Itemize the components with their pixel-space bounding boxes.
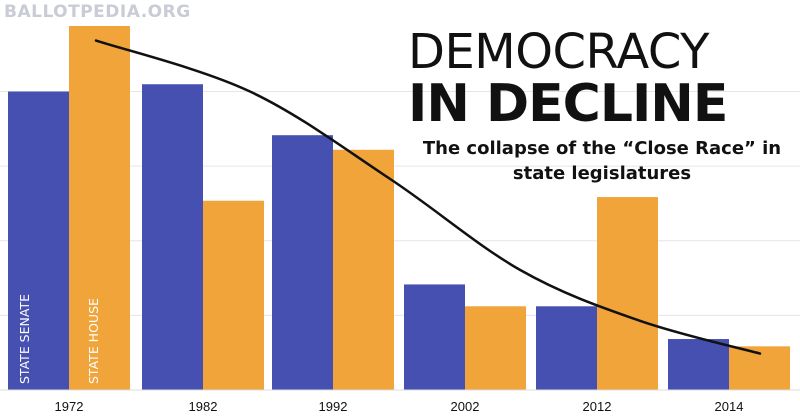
series-label-senate: STATE SENATE [17, 294, 32, 384]
bar-house-2012 [597, 197, 658, 390]
bar-house-1972 [69, 26, 130, 390]
bar-senate-1972 [8, 91, 69, 391]
title-democracy: DEMOCRACY [408, 24, 709, 80]
bar-house-1992 [333, 149, 394, 390]
x-tick-2002: 2002 [451, 399, 480, 414]
bar-senate-2014 [668, 339, 729, 390]
ballotpedia-logo: BALLOTPEDIA.ORG [4, 2, 191, 22]
subtitle-line-2: state legislatures [512, 163, 692, 184]
x-axis-ticks: 1972 1982 1992 2002 2012 2014 [55, 399, 744, 414]
bar-house-2002 [465, 306, 526, 390]
trend-layer [94, 39, 762, 355]
x-tick-2014: 2014 [715, 399, 744, 414]
title-in-decline: IN DECLINE [408, 74, 728, 134]
bar-senate-1982 [142, 84, 203, 391]
trend-line [94, 39, 762, 355]
series-label-house: STATE HOUSE [86, 298, 101, 384]
x-tick-1982: 1982 [189, 399, 218, 414]
x-tick-1972: 1972 [55, 399, 84, 414]
bar-senate-2002 [404, 284, 465, 390]
grid-lines [0, 91, 800, 316]
chart-subtitle: The collapse of the “Close Race” in stat… [412, 136, 792, 186]
bar-house-1982 [203, 200, 264, 390]
bar-senate-2012 [536, 306, 597, 390]
bars: STATE SENATE STATE HOUSE [8, 26, 790, 391]
bar-senate-1992 [272, 135, 333, 390]
x-tick-1992: 1992 [319, 399, 348, 414]
subtitle-line-1: The collapse of the “Close Race” in [422, 138, 782, 159]
x-tick-2012: 2012 [583, 399, 612, 414]
